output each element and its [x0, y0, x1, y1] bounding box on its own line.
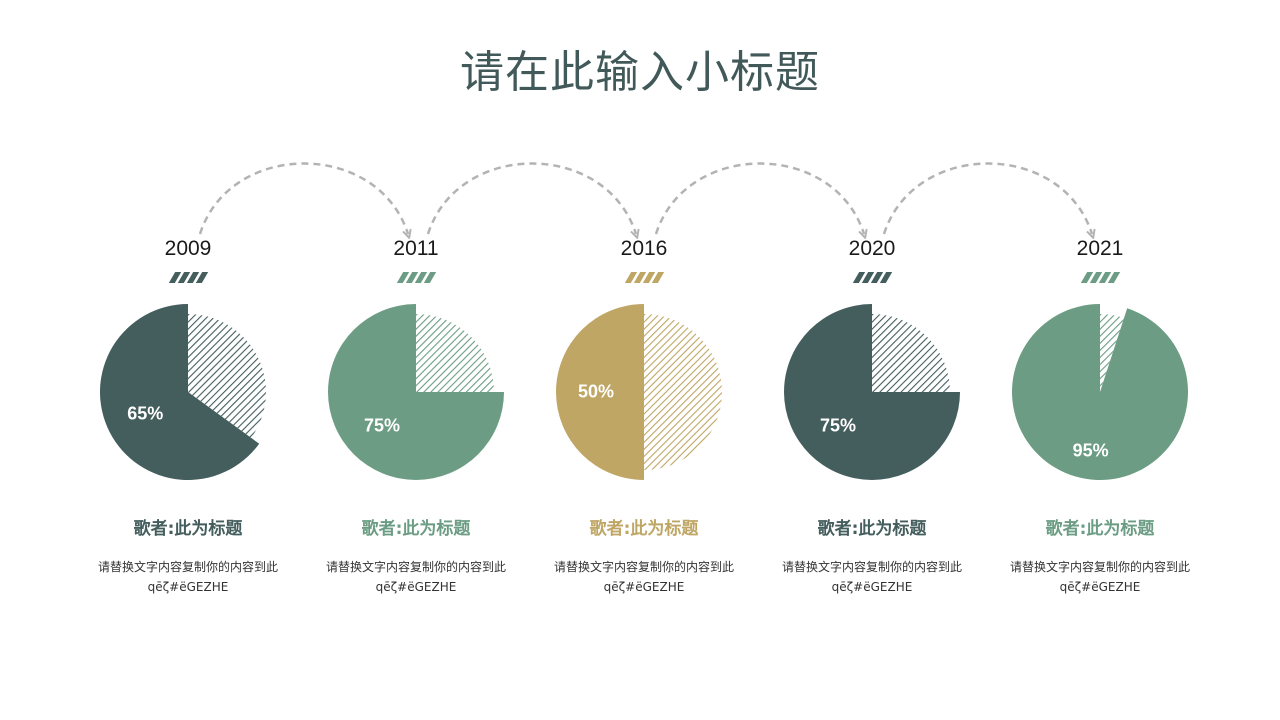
pie-chart: 50%	[534, 297, 754, 487]
description-line: 请替换文字内容复制你的内容到此	[1009, 560, 1190, 574]
timeline-item: 2021 95% 歌者:此为标题请替换文字内容复制你的内容到此 qēζ#ëGEZHE	[990, 236, 1210, 597]
item-description: 请替换文字内容复制你的内容到此 qēζ#ëGEZHE	[306, 557, 526, 597]
percent-label: 95%	[1072, 440, 1109, 461]
stripe-marker	[306, 272, 526, 283]
item-description: 请替换文字内容复制你的内容到此 qēζ#ëGEZHE	[990, 557, 1210, 597]
pie-value-slice	[556, 304, 644, 480]
description-line: qēζ#ëGEZHE	[603, 580, 685, 594]
pie-chart: 95%	[990, 297, 1210, 487]
connector-arrow	[882, 162, 1092, 235]
pie-chart: 75%	[306, 297, 526, 487]
description-line: 请替换文字内容复制你的内容到此	[781, 560, 962, 574]
percent-label: 65%	[127, 403, 164, 424]
pie-value-slice	[328, 304, 504, 480]
stripe-marker	[990, 272, 1210, 283]
stripe-marker	[762, 272, 982, 283]
item-description: 请替换文字内容复制你的内容到此 qēζ#ëGEZHE	[78, 557, 298, 597]
stripe-marker	[78, 272, 298, 283]
item-title: 歌者:此为标题	[361, 519, 471, 539]
description-line: qēζ#ëGEZHE	[375, 580, 457, 594]
year-label: 2021	[1076, 237, 1124, 260]
pie-remainder-slice	[416, 314, 494, 392]
description-line: 请替换文字内容复制你的内容到此	[97, 560, 278, 574]
timeline-item: 2016 50% 歌者:此为标题请替换文字内容复制你的内容到此 qēζ#ëGEZHE	[534, 236, 754, 597]
item-description: 请替换文字内容复制你的内容到此 qēζ#ëGEZHE	[762, 557, 982, 597]
description-line: qēζ#ëGEZHE	[147, 580, 229, 594]
connector-arrow	[654, 162, 864, 235]
pie-remainder-slice	[188, 314, 266, 438]
item-title: 歌者:此为标题	[589, 519, 699, 539]
year-label: 2011	[393, 237, 439, 260]
percent-label: 75%	[364, 415, 401, 436]
pie-value-slice	[100, 304, 260, 480]
timeline-item: 2020 75% 歌者:此为标题请替换文字内容复制你的内容到此 qēζ#ëGEZHE	[762, 236, 982, 597]
pie-value-slice	[1012, 304, 1188, 480]
year-label: 2009	[164, 237, 212, 260]
item-description: 请替换文字内容复制你的内容到此 qēζ#ëGEZHE	[534, 557, 754, 597]
pie-remainder-slice	[644, 314, 722, 470]
page-title: 请在此输入小标题	[460, 47, 820, 98]
pie-remainder-slice	[872, 314, 950, 392]
year-label: 2016	[620, 237, 668, 260]
description-line: 请替换文字内容复制你的内容到此	[325, 560, 506, 574]
description-line: 请替换文字内容复制你的内容到此	[553, 560, 734, 574]
pie-chart: 65%	[78, 297, 298, 487]
item-title: 歌者:此为标题	[1045, 519, 1155, 539]
item-title: 歌者:此为标题	[817, 519, 927, 539]
percent-label: 50%	[577, 381, 615, 402]
timeline-item: 2009 65% 歌者:此为标题请替换文字内容复制你的内容到此 qēζ#ëGEZHE	[78, 236, 298, 597]
item-title: 歌者:此为标题	[133, 519, 243, 539]
pie-chart: 75%	[762, 297, 982, 487]
year-label: 2020	[848, 237, 896, 260]
connector-arrow	[426, 162, 636, 235]
description-line: qēζ#ëGEZHE	[1059, 580, 1141, 594]
percent-label: 75%	[820, 415, 857, 436]
pie-remainder-slice	[1100, 314, 1125, 392]
pie-value-slice	[784, 304, 960, 480]
description-line: qēζ#ëGEZHE	[831, 580, 913, 594]
timeline-item: 2011 75% 歌者:此为标题请替换文字内容复制你的内容到此 qēζ#ëGEZHE	[306, 236, 526, 597]
stripe-marker	[534, 272, 754, 283]
connector-arrow	[198, 162, 408, 235]
